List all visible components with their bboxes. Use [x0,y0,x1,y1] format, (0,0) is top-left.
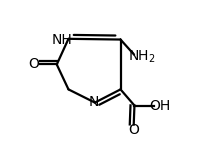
Text: O: O [28,57,39,71]
Text: N: N [88,95,99,109]
Text: NH$_2$: NH$_2$ [128,48,156,65]
Text: NH: NH [52,33,72,47]
Text: OH: OH [149,99,171,112]
Text: O: O [128,123,139,137]
